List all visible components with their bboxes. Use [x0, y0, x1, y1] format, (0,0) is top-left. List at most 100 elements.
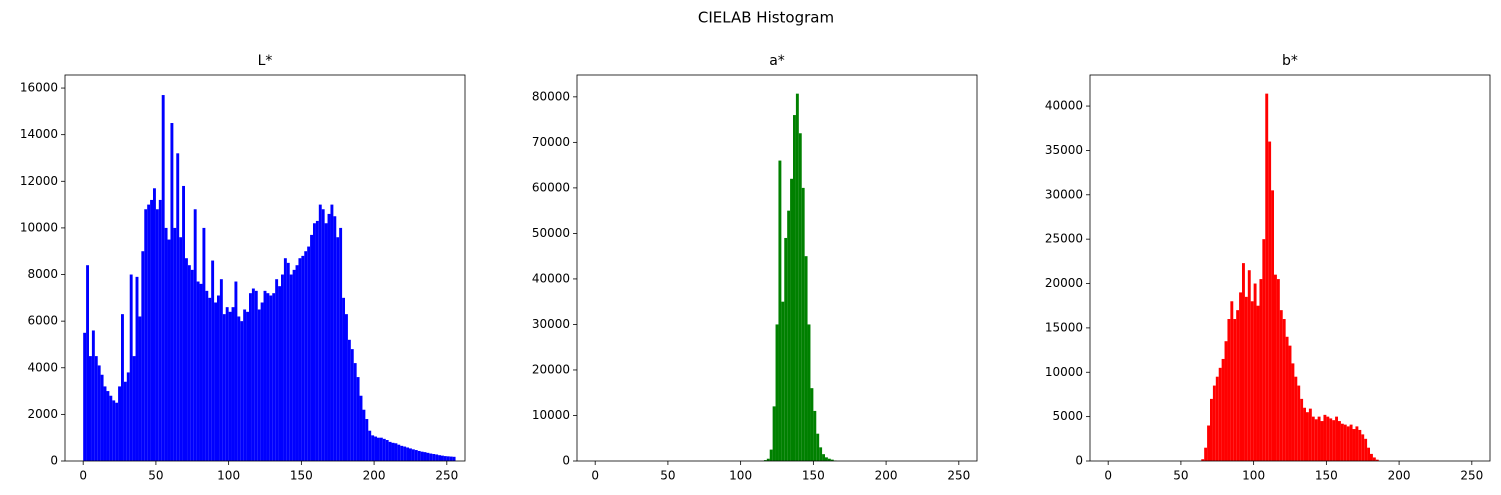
histogram-bar: [1370, 453, 1373, 461]
histogram-bar: [135, 276, 139, 461]
histogram-bar: [1218, 367, 1222, 461]
histogram-bar: [240, 321, 244, 461]
histogram-bar: [144, 209, 148, 461]
histogram-bar: [228, 311, 232, 461]
histogram-bar: [129, 274, 133, 461]
y-tick-label: 5000: [1052, 409, 1083, 423]
x-tick-label: 250: [435, 469, 458, 483]
histogram-bar: [353, 363, 357, 461]
histogram-bar: [115, 402, 119, 461]
y-tick-label: 16000: [20, 81, 58, 95]
x-tick-label: 150: [802, 469, 825, 483]
histogram-bar: [1282, 319, 1286, 461]
y-tick-label: 60000: [532, 180, 570, 194]
histogram-bar: [333, 216, 337, 461]
histogram-bar: [371, 435, 375, 461]
histogram-bar: [246, 311, 249, 461]
histogram-bar: [263, 290, 267, 461]
histogram-bar: [179, 237, 183, 461]
axes-frame: [64, 74, 466, 462]
x-tick-label: 200: [363, 469, 386, 483]
histogram-bar: [1358, 429, 1362, 461]
histogram-bar: [377, 437, 380, 461]
histogram-bar: [1317, 416, 1321, 461]
x-tick-label: 200: [1388, 469, 1411, 483]
histogram-bar: [766, 458, 770, 461]
histogram-bar: [452, 456, 456, 461]
histogram-bar: [1247, 270, 1251, 461]
histogram-bar: [225, 307, 229, 461]
histogram-bar: [830, 459, 834, 461]
histogram-bar: [429, 453, 433, 461]
histogram-bar: [347, 339, 351, 461]
histogram-bar: [1276, 279, 1280, 461]
histogram-bar: [324, 223, 328, 461]
histogram-bar: [1239, 292, 1242, 461]
x-tick-label: 150: [1315, 469, 1338, 483]
histogram-bar: [158, 199, 162, 461]
axes-frame: [1089, 74, 1491, 462]
histogram-bar: [1346, 426, 1350, 461]
histogram-bar: [411, 449, 415, 461]
histogram-bar: [379, 437, 383, 461]
histogram-bar: [1268, 141, 1272, 461]
histogram-bar: [126, 372, 130, 461]
histogram-bar: [205, 290, 209, 461]
histogram-bar: [190, 269, 194, 461]
histogram-bar: [1338, 421, 1341, 461]
x-tick-label: 250: [947, 469, 970, 483]
y-tick-label: 6000: [27, 314, 58, 328]
y-tick-label: 0: [562, 454, 570, 468]
histogram-bar: [441, 455, 444, 461]
histogram-bar: [182, 185, 185, 461]
histogram-bar: [1204, 447, 1208, 461]
histogram-bar: [438, 455, 441, 461]
y-tick-label: 15000: [1045, 320, 1083, 334]
histogram-bar: [1343, 424, 1347, 461]
histogram-bar: [231, 307, 235, 461]
histogram-bar: [185, 258, 188, 461]
histogram-bar: [1288, 345, 1292, 461]
histogram-bar: [1352, 429, 1356, 461]
histogram-bar: [1201, 459, 1205, 461]
y-tick-label: 80000: [532, 89, 570, 103]
y-tick-label: 40000: [1045, 99, 1083, 113]
histogram-bar: [278, 286, 281, 461]
histogram-bar: [283, 258, 287, 461]
histogram-bar: [772, 406, 776, 461]
y-tick-label: 30000: [1045, 187, 1083, 201]
histogram-bar: [345, 314, 348, 461]
histogram-bar: [260, 302, 264, 461]
histogram-bar: [801, 187, 805, 462]
histogram-bar: [1210, 398, 1213, 461]
histogram-bar: [763, 460, 767, 461]
histogram-bar: [1265, 93, 1269, 461]
histogram-bar: [804, 256, 808, 461]
histogram-bar: [781, 301, 785, 461]
histogram-bar: [281, 274, 284, 461]
histogram-bar: [1361, 434, 1365, 461]
histogram-bar: [269, 295, 273, 461]
histogram-bar: [211, 260, 215, 461]
histogram-bar: [406, 447, 409, 461]
histogram-bar: [214, 302, 217, 461]
histogram-bar: [1367, 447, 1370, 461]
histogram-bar: [138, 316, 142, 461]
y-tick-label: 70000: [532, 135, 570, 149]
histogram-bar: [778, 160, 782, 461]
histogram-bar: [330, 204, 334, 461]
histogram-bar: [1308, 408, 1312, 461]
histogram-bar: [1297, 385, 1301, 461]
histogram-bar: [1355, 426, 1359, 461]
histogram-bar: [432, 454, 436, 461]
histogram-bar: [173, 227, 177, 461]
histogram-bar: [170, 123, 174, 461]
x-tick-label: 100: [729, 469, 752, 483]
histogram-bar: [193, 209, 197, 461]
x-tick-label: 50: [660, 469, 675, 483]
y-tick-label: 14000: [20, 127, 58, 141]
histogram-bar: [1332, 420, 1336, 461]
histogram-bar: [1291, 363, 1295, 461]
x-tick-label: 50: [148, 469, 163, 483]
histogram-bar: [356, 377, 360, 461]
